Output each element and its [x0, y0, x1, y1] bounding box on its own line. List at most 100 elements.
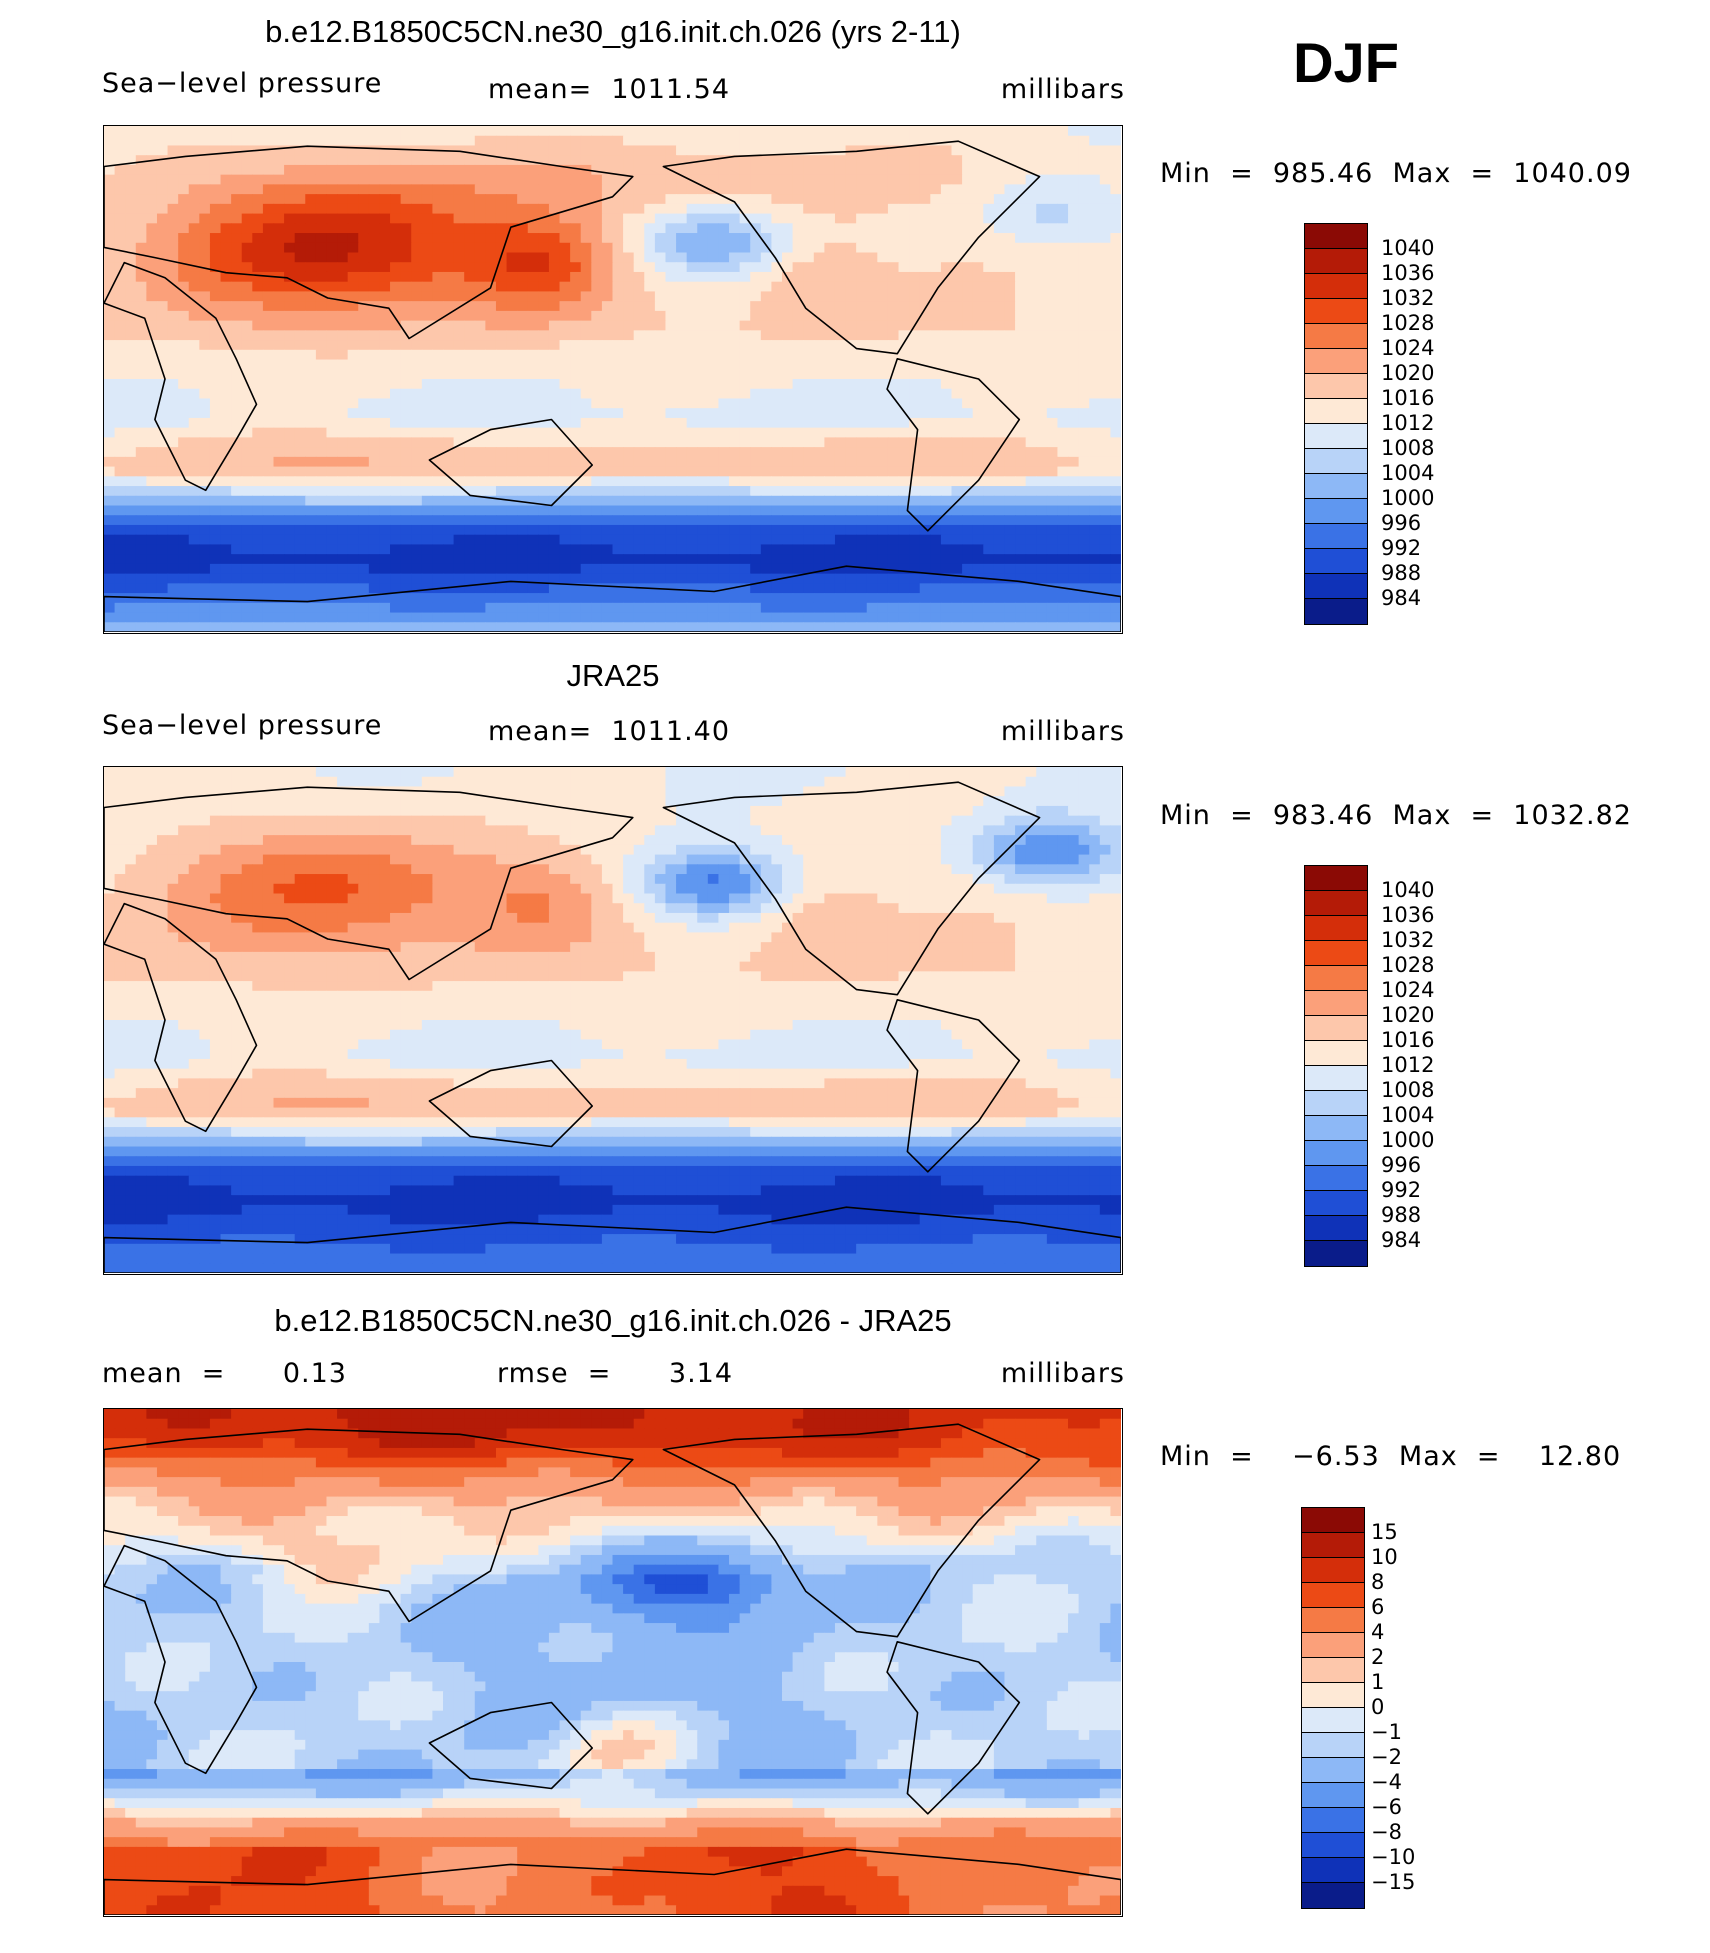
field-cell [390, 554, 402, 565]
field-cell [411, 262, 423, 273]
field-cell [273, 534, 285, 546]
field-cell [1068, 320, 1080, 331]
field-cell [241, 593, 253, 604]
field-cell [125, 486, 137, 497]
field-cell [750, 203, 762, 215]
field-cell [315, 164, 328, 176]
field-cell [856, 174, 868, 185]
field-cell [1025, 223, 1037, 234]
field-cell [644, 573, 656, 584]
field-cell [972, 447, 984, 458]
field-cell [167, 223, 179, 234]
field-cell [135, 233, 147, 244]
field-cell [326, 330, 338, 341]
field-cell [707, 320, 720, 331]
field-cell [612, 534, 624, 546]
field-cell [951, 252, 963, 263]
field-cell [156, 622, 169, 632]
field-cell [326, 408, 338, 419]
field-cell [676, 184, 688, 195]
field-cell [241, 515, 253, 526]
field-cell [464, 291, 476, 302]
field-cell [273, 174, 285, 185]
field-cell [887, 291, 900, 302]
field-cell [156, 563, 169, 575]
field-cell [315, 252, 328, 263]
field-cell [707, 184, 720, 195]
field-cell [146, 554, 158, 565]
field-cell [548, 164, 561, 176]
field-cell [1025, 456, 1037, 468]
field-cell [707, 164, 720, 176]
field-cell [241, 369, 253, 380]
field-cell [114, 291, 126, 302]
field-cell [337, 155, 349, 166]
field-cell [379, 340, 391, 351]
field-cell [570, 252, 582, 263]
field-cell [443, 320, 455, 331]
field-cell [284, 223, 296, 234]
field-cell [760, 622, 772, 632]
field-cell [1099, 223, 1111, 234]
field-cell [824, 271, 836, 283]
field-cell [1046, 417, 1059, 429]
field-cell [379, 174, 391, 185]
field-cell [1110, 495, 1121, 507]
field-cell [866, 301, 878, 312]
field-cell [676, 486, 688, 497]
field-cell [909, 622, 921, 632]
field-cell [1078, 194, 1090, 205]
field-cell [527, 563, 539, 575]
field-cell [644, 505, 656, 516]
field-cell [485, 447, 497, 458]
field-cell [390, 262, 402, 273]
field-cell [1057, 213, 1069, 224]
field-cell [570, 359, 582, 370]
field-cell [273, 369, 285, 380]
field-cell [252, 252, 264, 263]
field-cell [877, 194, 889, 205]
field-cell [792, 583, 804, 594]
field-cell [241, 437, 253, 448]
field-cell [432, 602, 444, 614]
field-cell [400, 622, 412, 632]
field-cell [771, 583, 783, 594]
field-cell [146, 349, 158, 361]
field-cell [1004, 524, 1016, 536]
field-cell [612, 330, 624, 341]
field-cell [792, 203, 804, 215]
field-cell [347, 164, 359, 176]
field-cell [803, 388, 815, 400]
field-cell [1036, 612, 1048, 623]
field-cell [252, 593, 264, 604]
field-cell [993, 340, 1006, 351]
field-cell [400, 563, 412, 575]
field-cell [262, 213, 275, 224]
field-cell [337, 203, 349, 215]
field-cell [909, 427, 921, 438]
field-cell [1110, 194, 1121, 205]
field-cell [601, 524, 614, 536]
field-cell [1015, 174, 1027, 185]
field-cell [464, 184, 476, 195]
field-cell [474, 184, 486, 195]
field-cell [919, 495, 931, 507]
field-cell [792, 437, 804, 448]
field-cell [887, 233, 900, 244]
field-cell [962, 622, 974, 632]
field-cell [443, 330, 455, 341]
field-cell [803, 155, 815, 166]
field-cell [1110, 271, 1121, 283]
field-cell [1110, 223, 1121, 234]
field-cell [411, 174, 423, 185]
field-cell [612, 602, 624, 614]
field-cell [983, 388, 995, 400]
field-cell [506, 505, 518, 516]
field-cell [739, 145, 751, 156]
field-cell [718, 349, 730, 361]
field-cell [887, 447, 900, 458]
field-cell [856, 310, 868, 322]
field-cell [856, 291, 868, 302]
field-cell [220, 612, 232, 623]
field-cell [358, 379, 370, 390]
